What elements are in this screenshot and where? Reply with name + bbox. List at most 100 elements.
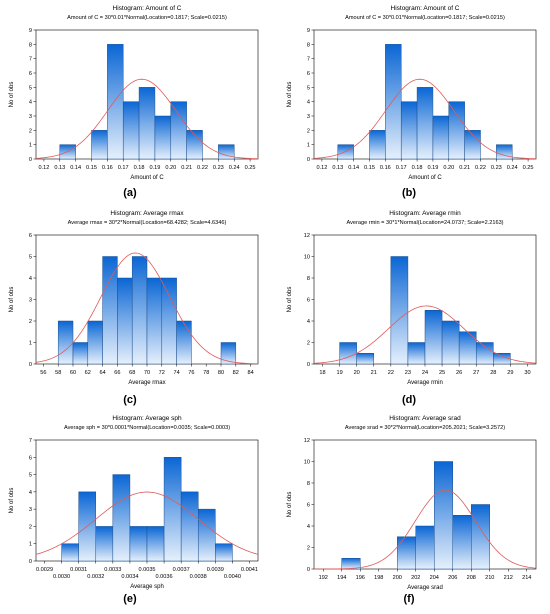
- x-tick-label: 82: [233, 370, 239, 376]
- histogram-bar: [87, 320, 103, 365]
- x-tick-label: 0.0038: [190, 574, 207, 580]
- x-tick-label: 68: [129, 370, 135, 376]
- y-tick-label: 4: [29, 100, 32, 106]
- x-tick-label: 58: [55, 370, 61, 376]
- panel-label: (d): [402, 394, 416, 406]
- x-tick-label: 0.0041: [241, 567, 258, 573]
- histogram-bar: [112, 474, 131, 562]
- x-tick-label: 0.0035: [138, 567, 155, 573]
- x-tick-label: 0.0033: [104, 567, 121, 573]
- x-tick-label: 198: [374, 575, 383, 581]
- x-tick-label: 0.25: [245, 165, 256, 171]
- x-tick-label: 200: [393, 575, 402, 581]
- histogram-bar: [339, 342, 357, 365]
- histogram-bar: [107, 44, 124, 160]
- normal-fit-curve: [313, 305, 537, 364]
- y-tick-label: 2: [307, 341, 310, 347]
- y-tick-label: 7: [29, 438, 32, 444]
- normal-fit-curve: [35, 491, 259, 555]
- x-tick-label: 0.19: [427, 165, 438, 171]
- x-tick-label: 76: [188, 370, 194, 376]
- y-tick-label: 4: [307, 524, 310, 530]
- histogram-bar: [475, 342, 494, 365]
- histogram-bar: [452, 515, 472, 570]
- normal-fit-curve: [35, 252, 259, 365]
- histogram-bar: [390, 256, 409, 365]
- histogram-bar: [464, 130, 481, 160]
- x-tick-label: 30: [524, 370, 530, 376]
- y-tick-label: 6: [29, 233, 32, 239]
- histogram-bar: [138, 87, 156, 160]
- x-tick-label: 194: [337, 575, 346, 581]
- x-tick-label: 0.15: [86, 165, 97, 171]
- y-tick-label: 4: [307, 319, 310, 325]
- y-tick-label: 1: [29, 143, 32, 149]
- x-tick-label: 27: [473, 370, 479, 376]
- x-tick-label: 22: [388, 370, 394, 376]
- y-tick-label: 10: [304, 255, 310, 261]
- panel-label: (b): [402, 187, 416, 199]
- histogram-bar: [186, 130, 203, 160]
- histogram-bar: [129, 526, 148, 562]
- x-tick-label: 212: [504, 575, 513, 581]
- histogram-bar: [415, 525, 435, 570]
- y-tick-label: 7: [307, 57, 310, 63]
- y-axis-label: No of obs: [9, 287, 15, 313]
- y-axis-label: No of obs: [287, 492, 293, 518]
- x-tick-label: 20: [354, 370, 360, 376]
- x-tick-label: 78: [203, 370, 209, 376]
- histogram-bar: [197, 508, 216, 562]
- x-tick-label: 0.19: [149, 165, 160, 171]
- histogram-bar: [57, 320, 74, 365]
- y-tick-label: 9: [29, 28, 32, 34]
- x-tick-label: 0.24: [229, 165, 240, 171]
- y-tick-label: 1: [29, 542, 32, 548]
- chart-subtitle: Amount of C = 30*0.01*Normal(Location=0.…: [67, 15, 227, 21]
- x-tick-label: 60: [70, 370, 76, 376]
- histogram-bar: [385, 44, 402, 160]
- histogram-bar: [220, 342, 237, 365]
- x-tick-label: 26: [456, 370, 462, 376]
- y-tick-label: 1: [307, 143, 310, 149]
- y-tick-label: 3: [29, 507, 32, 513]
- histogram-bar: [218, 144, 235, 160]
- panel-label: (c): [123, 394, 137, 406]
- y-tick-label: 5: [29, 85, 32, 91]
- x-tick-label: 0.16: [102, 165, 113, 171]
- x-tick-label: 0.22: [475, 165, 486, 171]
- y-tick-label: 8: [307, 42, 310, 48]
- x-tick-label: 0.24: [507, 165, 518, 171]
- x-tick-label: 214: [522, 575, 531, 581]
- chart-panel-a: Histogram: Amount of C Amount of C = 30*0…: [9, 5, 259, 199]
- histogram-bar: [146, 277, 163, 365]
- x-tick-label: 0.0029: [36, 567, 53, 573]
- y-tick-label: 10: [304, 460, 310, 466]
- x-tick-label: 0.14: [348, 165, 359, 171]
- chart-panel-f: Histogram: Average srad Average srad = 30…: [287, 415, 537, 605]
- x-tick-label: 0.0030: [53, 574, 70, 580]
- x-tick-label: 19: [336, 370, 342, 376]
- y-tick-label: 3: [307, 114, 310, 120]
- x-tick-label: 0.13: [332, 165, 343, 171]
- histogram-bar: [122, 101, 140, 160]
- x-tick-label: 0.25: [523, 165, 534, 171]
- chart-title: Histogram: Average sph: [112, 415, 182, 422]
- histogram-bar: [448, 101, 465, 160]
- x-tick-label: 0.17: [396, 165, 407, 171]
- x-tick-label: 0.0037: [173, 567, 190, 573]
- chart-title: Histogram: Amount of C: [113, 5, 182, 12]
- y-axis-label: No of obs: [287, 82, 293, 108]
- y-tick-label: 4: [307, 100, 310, 106]
- x-tick-label: 23: [405, 370, 411, 376]
- x-tick-label: 0.21: [459, 165, 470, 171]
- x-tick-label: 0.15: [364, 165, 375, 171]
- histogram-bar: [341, 558, 361, 570]
- y-tick-label: 0: [307, 362, 310, 368]
- x-tick-label: 0.0032: [87, 574, 104, 580]
- y-tick-label: 4: [29, 276, 32, 282]
- x-tick-label: 0.16: [380, 165, 391, 171]
- chart-title: Histogram: Average srad: [389, 415, 461, 422]
- x-tick-label: 0.13: [54, 165, 65, 171]
- x-axis-label: Average rmax: [128, 380, 165, 386]
- histogram-bar: [400, 101, 418, 160]
